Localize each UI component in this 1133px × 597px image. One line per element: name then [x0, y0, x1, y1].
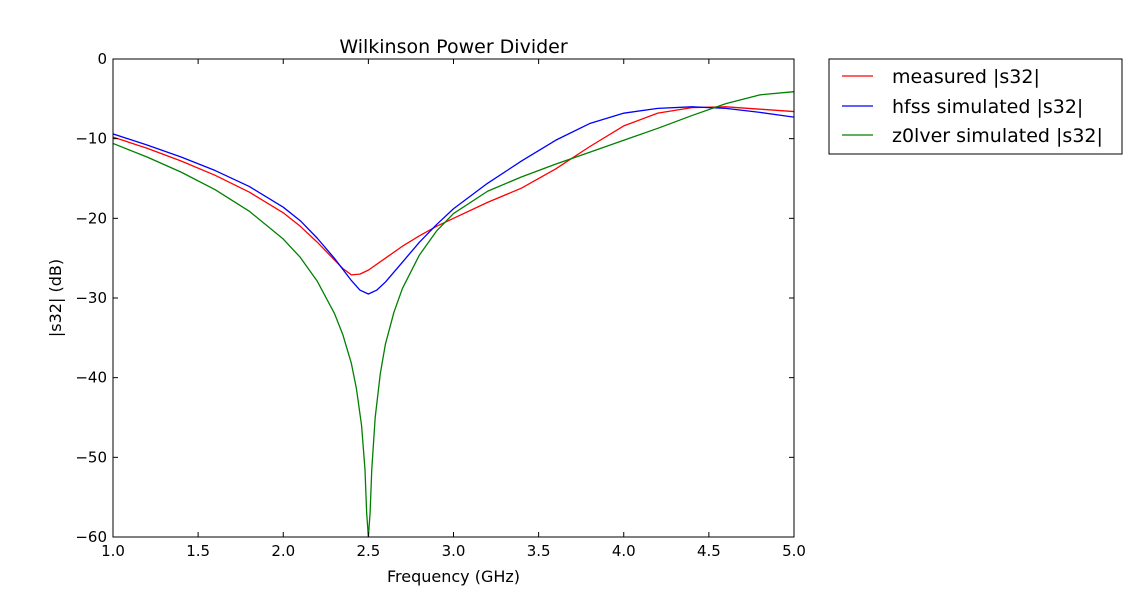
chart-title: Wilkinson Power Divider — [339, 36, 568, 58]
legend-frame — [828, 58, 1123, 155]
x-tick-label: 1.5 — [186, 542, 210, 560]
x-tick-label: 3.5 — [527, 542, 551, 560]
x-tick-label: 5.0 — [782, 542, 806, 560]
y-tick-label: 0 — [97, 50, 107, 68]
y-tick-label: −10 — [75, 130, 107, 148]
series-line-hfss — [113, 106, 794, 295]
y-tick-label: −50 — [75, 448, 107, 466]
tick-layer: 1.0 1.5 2.0 2.5 3.0 3.5 4.0 4.5 5.0 0 −10 −20 −30 −40… — [75, 50, 806, 560]
x-tick-label: 4.5 — [697, 542, 721, 560]
y-tick-label: −40 — [75, 369, 107, 387]
y-tick-label: −20 — [75, 209, 107, 227]
x-tick-label: 2.0 — [271, 542, 295, 560]
y-tick-label: −60 — [75, 528, 107, 546]
legend-label-z0lver: z0lver simulated |s32| — [892, 125, 1103, 147]
x-axis-title: Frequency (GHz) — [387, 567, 520, 586]
plot-frame — [112, 58, 795, 538]
x-tick-label: 2.5 — [356, 542, 380, 560]
x-tick-label: 3.0 — [442, 542, 466, 560]
legend-label-hfss: hfss simulated |s32| — [892, 96, 1083, 118]
legend-label-measured: measured |s32| — [892, 66, 1040, 88]
y-tick-label: −30 — [75, 289, 107, 307]
series-line-z0lver — [113, 91, 794, 537]
y-axis-title: |s32| (dB) — [46, 259, 65, 337]
x-tick-label: 4.0 — [612, 542, 636, 560]
x-tick-label: 1.0 — [101, 542, 125, 560]
series-line-measured — [113, 106, 794, 276]
series-layer — [113, 91, 794, 537]
legend: measured |s32| hfss simulated |s32| z0lv… — [828, 58, 1123, 155]
